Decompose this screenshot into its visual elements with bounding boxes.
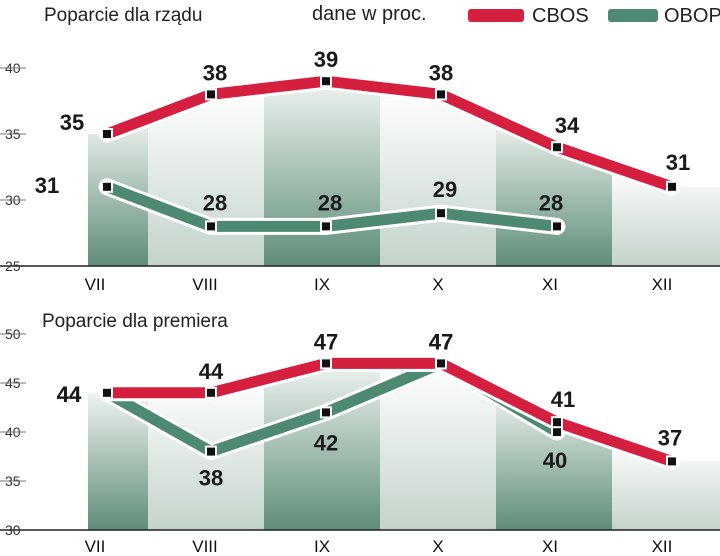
point-marker-cbos <box>668 182 676 191</box>
category-label: VIII <box>192 275 218 294</box>
data-label-cbos: 31 <box>666 150 690 175</box>
data-label-obop: 28 <box>203 190 227 215</box>
y-tick-label: 30 <box>5 522 21 538</box>
data-label-cbos: 34 <box>555 113 580 138</box>
background-band <box>380 363 496 530</box>
legend-label-cbos: CBOS <box>532 5 589 27</box>
point-marker-cbos <box>207 388 215 397</box>
series-line-cbos <box>101 357 678 467</box>
category-label: VII <box>85 275 106 294</box>
legend-swatch-obop <box>608 9 658 22</box>
category-label: XI <box>542 275 558 294</box>
point-marker-obop <box>322 408 330 417</box>
point-marker-cbos <box>437 90 445 99</box>
y-tick-label: 25 <box>5 258 21 274</box>
data-label-obop: 38 <box>199 466 223 491</box>
data-label-obop: 28 <box>318 190 342 215</box>
point-marker-obop <box>207 222 215 231</box>
point-marker-obop <box>103 182 111 191</box>
data-label-obop: 29 <box>433 177 457 202</box>
point-marker-obop <box>322 222 330 231</box>
data-label-cbos: 37 <box>658 425 682 450</box>
point-marker-cbos <box>553 143 561 152</box>
data-label-obop: 31 <box>35 173 59 198</box>
data-label-cbos: 38 <box>429 60 453 85</box>
data-label-obop: 44 <box>57 382 82 407</box>
category-label: XII <box>652 275 673 294</box>
data-label-cbos: 44 <box>199 359 224 384</box>
background-band <box>264 81 380 266</box>
point-marker-obop <box>553 222 561 231</box>
point-marker-cbos <box>207 90 215 99</box>
category-label: X <box>432 537 443 556</box>
series-line-cbos <box>101 75 678 193</box>
data-label-cbos: 38 <box>203 60 227 85</box>
data-label-cbos: 39 <box>314 47 338 72</box>
data-label-cbos: 47 <box>429 329 453 354</box>
data-label-cbos: 47 <box>314 329 338 354</box>
point-marker-obop <box>553 428 561 436</box>
category-label: IX <box>314 275 330 294</box>
category-label: IX <box>314 537 330 556</box>
data-label-cbos: 35 <box>60 110 84 135</box>
data-label-obop: 42 <box>314 430 338 455</box>
category-label: XII <box>652 537 673 556</box>
category-label: VIII <box>192 537 218 556</box>
chart-title: Poparcie dla rządu <box>44 5 202 26</box>
point-marker-obop <box>437 209 445 218</box>
point-marker-cbos <box>103 388 111 397</box>
point-marker-cbos <box>322 77 330 86</box>
background-band <box>496 391 612 530</box>
category-label: VII <box>85 537 106 556</box>
chart-title: Poparcie dla premiera <box>42 311 228 332</box>
data-label-obop: 28 <box>539 190 563 215</box>
data-label-cbos: 41 <box>551 387 575 412</box>
data-label-cbos: 44 <box>57 382 82 407</box>
unit-note: dane w proc. <box>312 3 427 25</box>
point-marker-cbos <box>668 457 676 466</box>
background-band <box>612 440 720 530</box>
point-marker-cbos <box>322 359 330 368</box>
category-label: XI <box>542 537 558 556</box>
data-label-obop: 47 <box>429 329 453 354</box>
point-marker-cbos <box>437 359 445 368</box>
point-marker-obop <box>207 447 215 456</box>
background-band <box>612 166 720 266</box>
data-label-obop: 40 <box>543 448 567 473</box>
category-label: X <box>432 275 443 294</box>
legend: dane w proc. CBOS OBOP <box>312 3 720 27</box>
background-band <box>88 392 148 530</box>
point-marker-cbos <box>553 418 561 427</box>
legend-label-obop: OBOP <box>664 5 720 27</box>
point-marker-cbos <box>103 130 111 138</box>
legend-swatch-cbos <box>468 9 524 22</box>
